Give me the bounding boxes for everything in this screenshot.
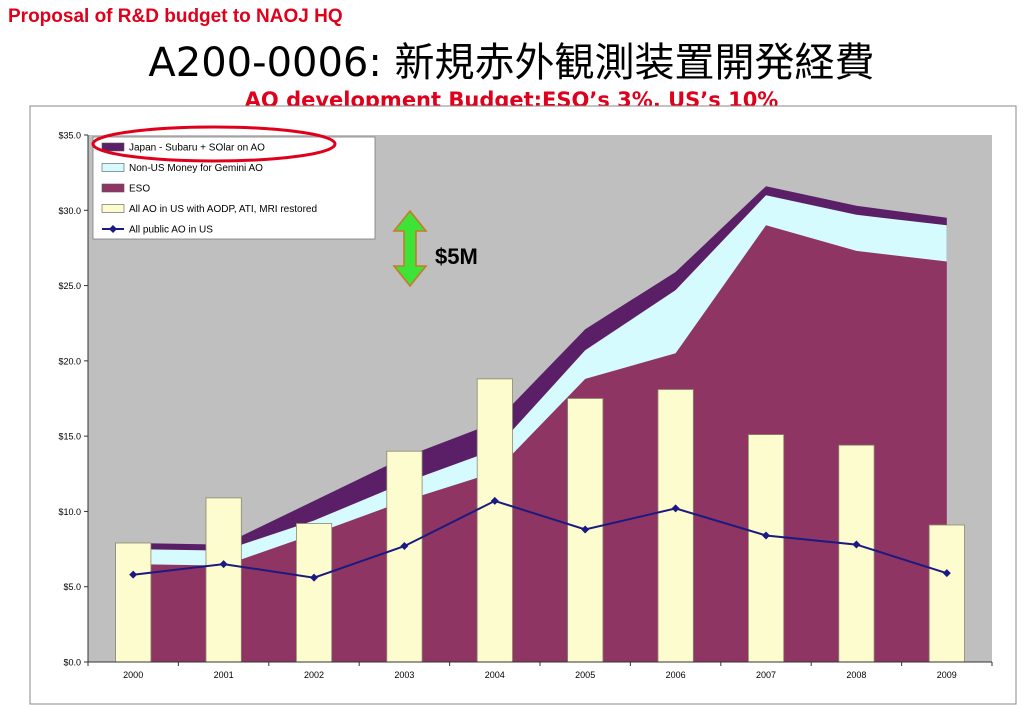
point-public-ao-2008 (852, 540, 861, 549)
highlight-ring (91, 125, 337, 163)
page-title: A200-0006: 新規赤外観測装置開発経費 (148, 40, 875, 86)
y-tick-label: $10.0 (58, 507, 81, 517)
point-public-ao-2009 (942, 569, 951, 578)
y-tick-label: $35.0 (58, 131, 81, 141)
x-tick-label: 2007 (756, 670, 776, 680)
x-tick-label: 2008 (846, 670, 866, 680)
bar-us-ao-2008 (838, 444, 875, 663)
x-tick-label: 2006 (666, 670, 686, 680)
bar-us-ao-2007 (748, 434, 785, 663)
five-million-label: $5M (435, 244, 478, 269)
point-public-ao-2007 (762, 531, 770, 540)
x-tick-label: 2002 (304, 670, 324, 680)
x-tick-label: 2009 (937, 670, 957, 680)
legend-label: Japan - Subaru + SOlar on AO (129, 143, 265, 154)
legend-label: All public AO in US (129, 225, 213, 236)
point-public-ao-2005 (581, 525, 590, 534)
bar-us-ao-2006 (657, 389, 694, 663)
legend-label: All AO in US with AODP, ATI, MRI restore… (129, 204, 317, 215)
point-public-ao-2000 (129, 570, 138, 579)
point-public-ao-2003 (400, 542, 409, 551)
legend-swatch (101, 142, 125, 152)
point-public-ao-2004 (490, 496, 499, 505)
x-tick-label: 2005 (575, 670, 595, 680)
point-public-ao-2001 (219, 560, 228, 569)
x-tick-label: 2003 (394, 670, 414, 680)
legend-label: ESO (129, 184, 150, 195)
y-tick-label: $20.0 (58, 356, 81, 366)
y-tick-label: $0.0 (63, 658, 81, 668)
point-public-ao-2002 (310, 573, 318, 582)
bar-us-ao-2001 (205, 497, 242, 663)
legend-label: Non-US Money for Gemini AO (129, 163, 263, 174)
bar-us-ao-2000 (115, 542, 152, 663)
proposal-heading: Proposal of R&D budget to NAOJ HQ (8, 6, 343, 27)
y-tick-label: $25.0 (58, 281, 81, 291)
legend-box (92, 136, 376, 240)
legend-swatch (101, 163, 125, 172)
bar-us-ao-2004 (476, 378, 513, 663)
y-tick-label: $15.0 (58, 432, 81, 442)
legend-swatch (101, 183, 125, 193)
area-eso (133, 225, 947, 663)
bar-us-ao-2009 (928, 524, 965, 663)
legend-swatch (101, 204, 125, 213)
point-public-ao-2006 (671, 504, 680, 513)
legend-swatch-marker (109, 225, 117, 233)
x-tick-label: 2001 (214, 670, 234, 680)
bar-us-ao-2003 (386, 450, 423, 663)
x-tick-label: 2000 (123, 670, 143, 680)
line-public-ao (133, 499, 948, 579)
y-tick-label: $30.0 (58, 206, 81, 216)
y-tick-label: $5.0 (63, 582, 81, 592)
x-tick-label: 2004 (485, 670, 505, 680)
double-arrow-icon (392, 209, 428, 288)
bar-us-ao-2002 (295, 523, 333, 663)
